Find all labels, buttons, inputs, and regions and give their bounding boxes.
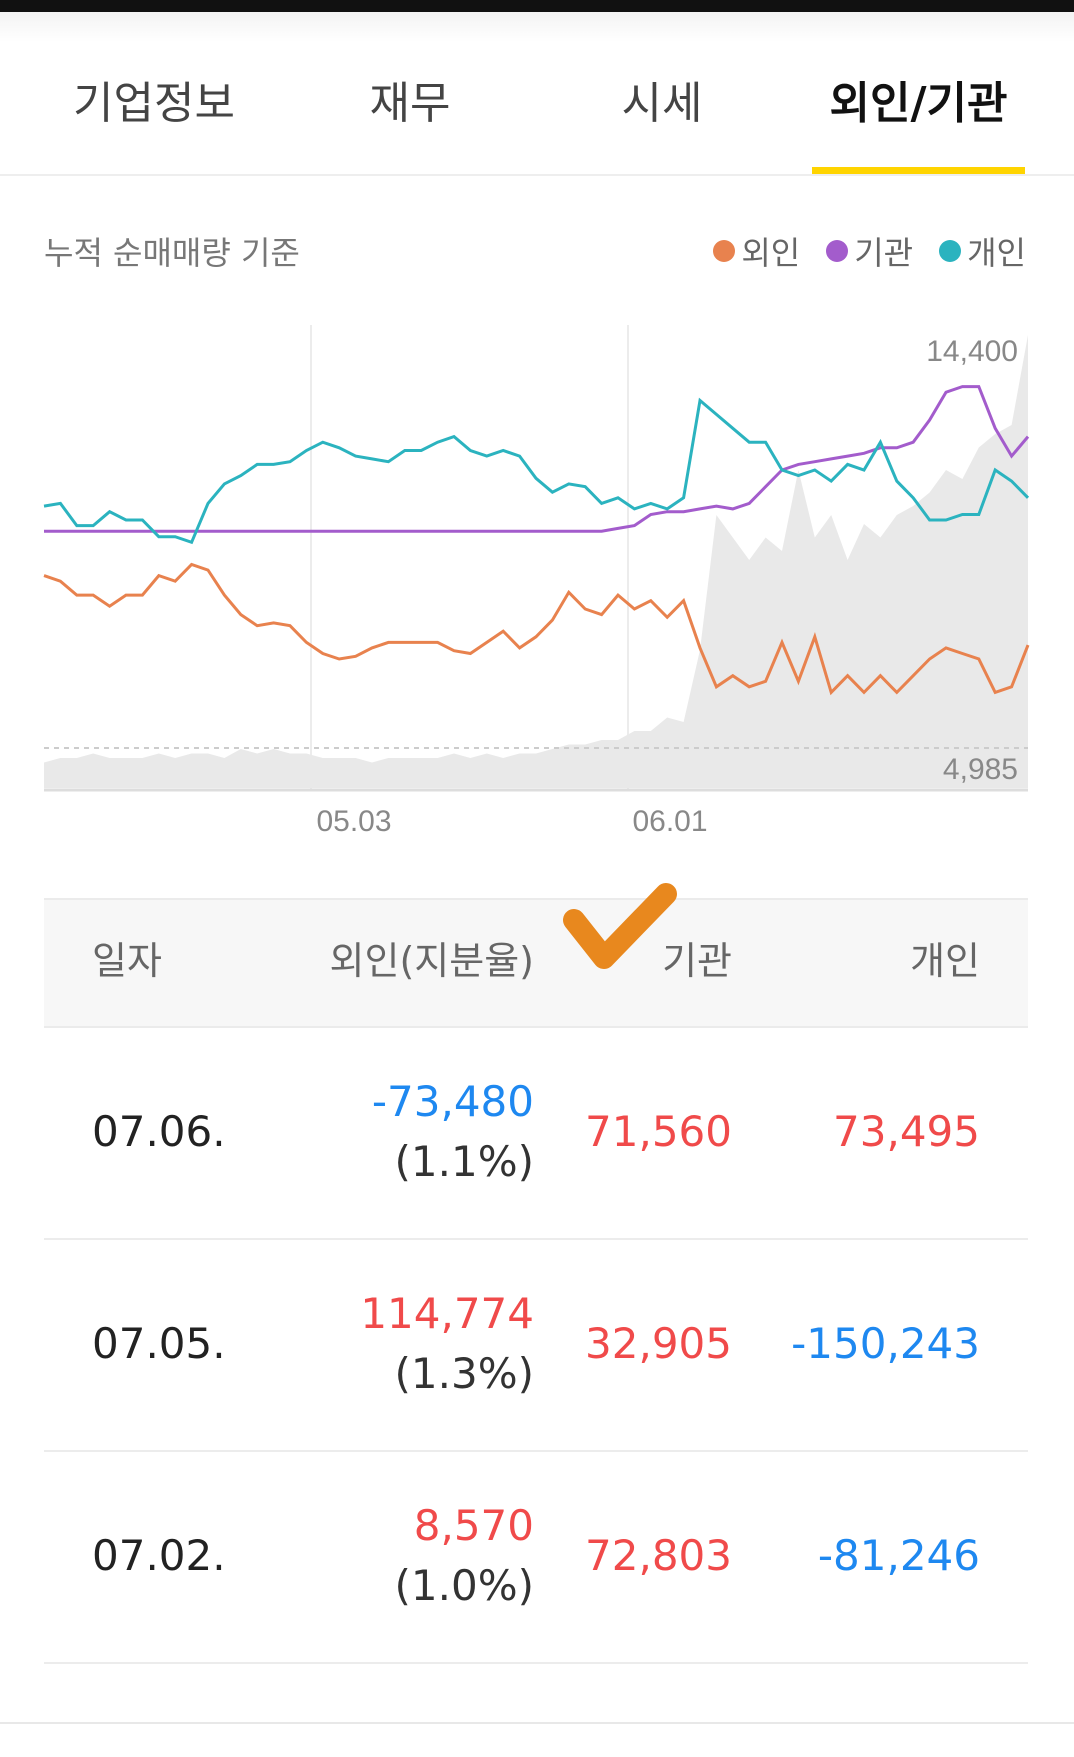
price-area (44, 335, 1028, 788)
series-institution-line (44, 385, 1030, 533)
foreign-ownership-pct: (1.3%) (394, 1349, 534, 1398)
x-tick-label-0503: 05.03 (316, 805, 391, 838)
table-header: 일자 외인(지분율) 기관 개인 (44, 898, 1028, 1028)
checkmark-icon (563, 883, 677, 969)
row-date: 07.06. (92, 1107, 226, 1156)
foreign-net-value: 8,570 (413, 1501, 534, 1550)
row-individual: -150,243 (791, 1319, 980, 1368)
legend-foreign: 외인 (713, 228, 800, 274)
chart-legend: 외인 기관 개인 (713, 228, 1026, 274)
x-tick-label-0601: 06.01 (632, 805, 707, 838)
row-individual: -81,246 (817, 1531, 980, 1580)
tab-company-info[interactable]: 기업정보 (73, 78, 235, 129)
legend-label: 개인 (967, 234, 1026, 272)
legend-institution: 기관 (826, 228, 913, 274)
foreign-ownership-pct: (1.1%) (394, 1137, 534, 1186)
header-institution: 기관 (662, 939, 732, 983)
legend-dot-icon (713, 240, 736, 262)
legend-label: 외인 (741, 234, 801, 272)
row-foreign: -73,480 (1.1%) (372, 1072, 534, 1192)
table-row: 07.05. 114,774 (1.3%) 32,905 -150,243 (44, 1238, 1028, 1452)
active-tab-indicator (812, 167, 1025, 174)
foreign-net-value: -73,480 (371, 1077, 534, 1126)
series-foreign-line (43, 562, 1030, 696)
series-individual-line (43, 397, 1030, 545)
row-foreign: 8,570 (1.0%) (395, 1496, 534, 1616)
status-bar-shadow (0, 12, 1074, 42)
price-high-label: 14,400 (926, 335, 1018, 368)
legend-individual: 개인 (939, 228, 1026, 274)
bottom-divider (0, 1722, 1074, 1724)
foreign-net-value: 114,774 (360, 1289, 534, 1338)
row-institution: 32,905 (585, 1319, 732, 1368)
legend-dot-icon (826, 240, 849, 262)
row-individual: 73,495 (833, 1107, 980, 1156)
chart-caption: 누적 순매매량 기준 (44, 234, 300, 272)
tab-bar: 기업정보 재무 시세 외인/기관 (0, 42, 1074, 176)
price-low-label: 4,985 (943, 753, 1018, 786)
header-foreign: 외인(지분율) (329, 939, 534, 983)
tab-financials[interactable]: 재무 (369, 78, 451, 129)
header-date: 일자 (92, 939, 162, 983)
table-row: 07.06. -73,480 (1.1%) 71,560 73,495 (44, 1026, 1028, 1240)
row-date: 07.05. (92, 1319, 226, 1368)
foreign-ownership-pct: (1.0%) (394, 1561, 534, 1610)
status-bar (0, 0, 1074, 12)
row-institution: 71,560 (585, 1107, 732, 1156)
row-foreign: 114,774 (1.3%) (360, 1284, 534, 1404)
row-date: 07.02. (92, 1531, 226, 1580)
investor-trend-chart[interactable]: 14,400 4,985 05.03 06.01 (0, 300, 1074, 840)
row-institution: 72,803 (585, 1531, 732, 1580)
legend-dot-icon (939, 240, 962, 262)
legend-label: 기관 (854, 234, 914, 272)
tab-market-price[interactable]: 시세 (621, 78, 703, 129)
tab-foreign-institution[interactable]: 외인/기관 (829, 78, 1008, 129)
table-row: 07.02. 8,570 (1.0%) 72,803 -81,246 (44, 1450, 1028, 1664)
header-individual: 개인 (910, 939, 980, 983)
